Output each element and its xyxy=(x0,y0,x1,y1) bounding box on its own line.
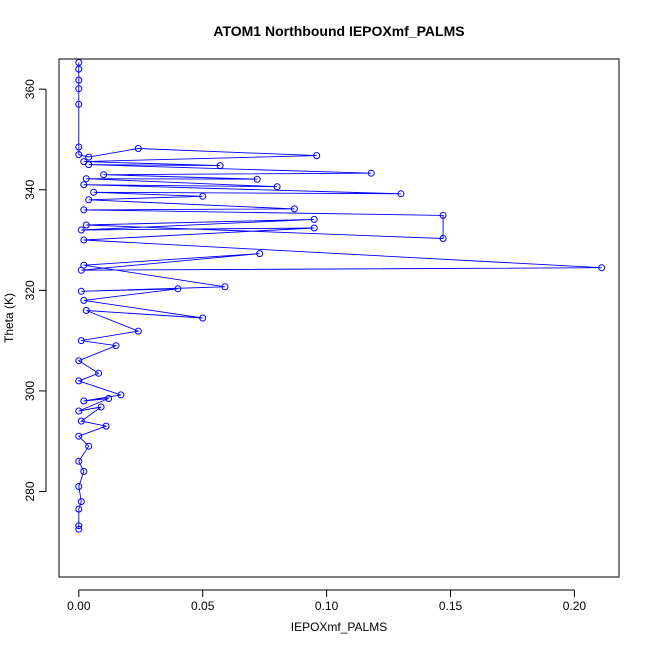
data-point xyxy=(80,181,88,189)
x-tick-label: 0.10 xyxy=(315,599,339,613)
data-point xyxy=(367,169,375,177)
data-point xyxy=(85,196,93,204)
y-tick-label: 360 xyxy=(23,79,37,99)
data-point xyxy=(77,287,85,295)
data-point xyxy=(273,183,281,191)
x-tick-label: 0.00 xyxy=(67,599,91,613)
data-point xyxy=(102,422,110,430)
axes-layer: 0.00 0.05 0.10 0.15 0.20 280 300 320 340 360 xyxy=(23,79,586,613)
data-point xyxy=(77,498,85,506)
y-axis-label: Theta (K) xyxy=(2,293,16,343)
chart-title: ATOM1 Northbound IEPOXmf_PALMS xyxy=(213,23,464,39)
data-point xyxy=(75,100,83,108)
data-point xyxy=(134,145,142,152)
data-point xyxy=(85,161,93,169)
data-point xyxy=(256,250,264,258)
data-point xyxy=(598,264,606,272)
data-point xyxy=(439,211,447,219)
y-tick-label: 280 xyxy=(23,481,37,501)
data-point xyxy=(100,171,108,179)
data-point xyxy=(95,369,103,377)
x-tick-label: 0.05 xyxy=(191,599,215,613)
data-point xyxy=(75,432,83,440)
series-line xyxy=(77,62,602,530)
data-point xyxy=(313,152,321,160)
data-point xyxy=(117,391,125,399)
plot-frame xyxy=(58,58,620,578)
data-point xyxy=(134,327,142,335)
y-tick-label: 300 xyxy=(23,381,37,401)
data-point xyxy=(90,188,98,196)
data-point xyxy=(80,261,88,269)
data-point xyxy=(85,153,93,161)
data-point xyxy=(310,224,318,232)
data-point xyxy=(75,407,83,415)
data-point xyxy=(174,285,182,293)
data-point xyxy=(75,85,83,93)
plot-layer xyxy=(75,59,606,533)
data-point xyxy=(75,525,83,533)
x-axis-label: IEPOXmf_PALMS xyxy=(291,620,387,634)
data-point xyxy=(77,337,85,345)
data-point xyxy=(80,236,88,244)
data-point xyxy=(75,151,83,159)
data-point xyxy=(80,397,88,405)
x-tick-label: 0.15 xyxy=(439,599,463,613)
data-point xyxy=(77,226,85,234)
data-point xyxy=(199,314,207,322)
data-point xyxy=(439,235,447,242)
data-point xyxy=(77,417,85,425)
data-point xyxy=(80,158,88,166)
data-point xyxy=(97,403,105,411)
data-point xyxy=(82,175,90,183)
data-point xyxy=(82,221,90,229)
data-point xyxy=(75,65,83,73)
data-point xyxy=(199,192,207,200)
data-point xyxy=(85,442,93,450)
data-point xyxy=(75,76,83,84)
data-point xyxy=(80,467,88,475)
x-tick-label: 0.20 xyxy=(563,599,587,613)
data-point xyxy=(80,296,88,304)
data-point xyxy=(290,205,298,213)
data-point xyxy=(75,483,83,490)
data-point xyxy=(75,143,83,151)
data-point xyxy=(253,175,261,183)
data-point xyxy=(221,283,229,291)
y-tick-label: 340 xyxy=(23,179,37,199)
data-point xyxy=(105,395,113,402)
data-point xyxy=(80,206,88,214)
data-point xyxy=(75,377,83,385)
data-point xyxy=(75,522,83,530)
data-point xyxy=(310,215,318,223)
data-point xyxy=(75,457,83,465)
data-point xyxy=(216,162,224,170)
data-point xyxy=(75,505,83,513)
data-point xyxy=(112,342,120,350)
data-point xyxy=(82,307,90,314)
data-point xyxy=(397,190,405,198)
y-tick-label: 320 xyxy=(23,280,37,300)
data-point xyxy=(75,357,83,365)
